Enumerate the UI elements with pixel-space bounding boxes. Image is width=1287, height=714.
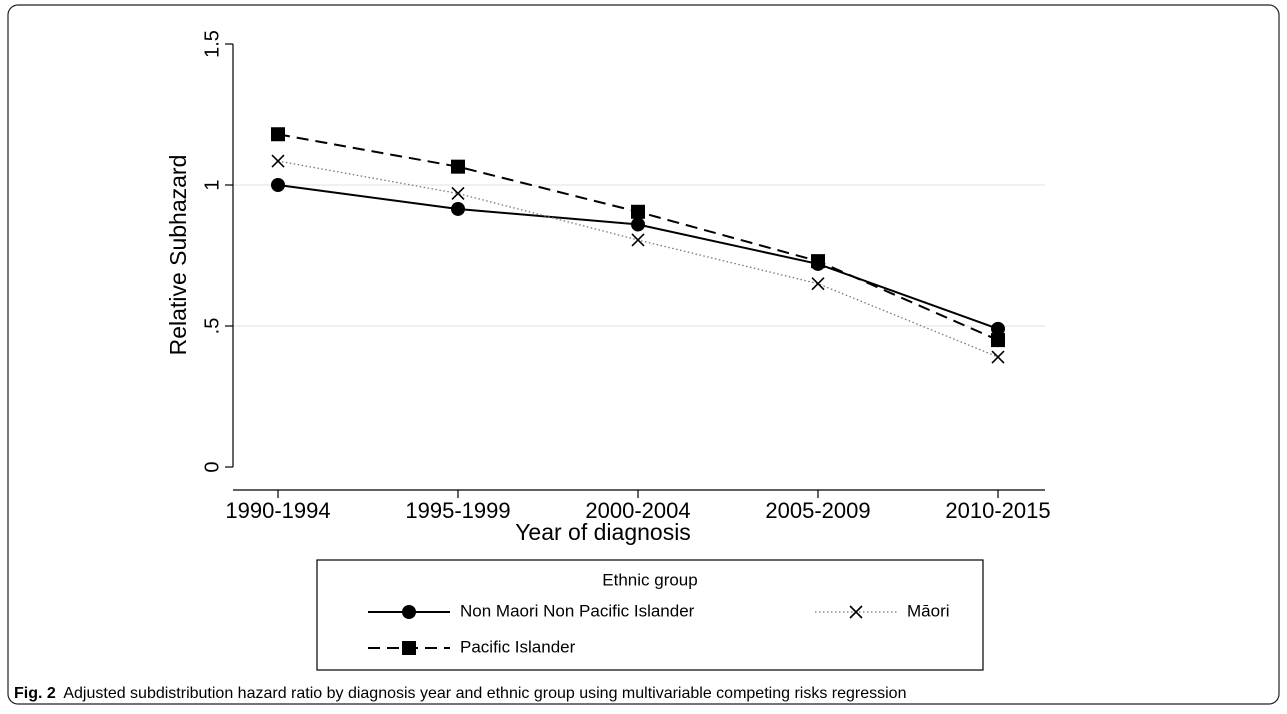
x-tick-label: 1995-1999 — [405, 498, 510, 523]
marker — [811, 254, 825, 269]
x-tick-label: 2005-2009 — [765, 498, 870, 523]
legend-box — [316, 559, 984, 671]
legend-marker — [402, 641, 416, 655]
y-axis-label: Relative Subhazard — [165, 155, 191, 356]
legend-label: Non Maori Non Pacific Islander — [460, 601, 695, 620]
marker — [991, 333, 1005, 348]
marker — [811, 277, 825, 291]
x-tick-label: 2000-2004 — [585, 498, 690, 523]
marker — [451, 159, 465, 174]
legend-marker — [849, 605, 863, 619]
y-tick-label: 0 — [201, 461, 223, 472]
y-tick-label: .5 — [201, 318, 223, 335]
legend-title: Ethnic group — [602, 570, 697, 589]
y-tick-label: 1.5 — [201, 30, 223, 58]
marker — [271, 127, 285, 142]
caption-text: Adjusted subdistribution hazard ratio by… — [63, 685, 906, 702]
caption: Fig. 2 Adjusted subdistribution hazard r… — [14, 685, 906, 702]
marker — [451, 201, 465, 216]
marker — [631, 204, 645, 219]
legend-marker — [402, 605, 416, 619]
marker — [451, 186, 465, 201]
y-tick-label: 1 — [201, 179, 223, 190]
marker — [631, 217, 645, 232]
x-tick-label: 2010-2015 — [945, 498, 1050, 523]
marker — [631, 233, 645, 247]
marker — [271, 178, 285, 192]
legend-label: Pacific Islander — [460, 637, 576, 656]
marker — [991, 350, 1005, 364]
x-tick-label: 1990-1994 — [225, 498, 330, 523]
x-axis-label: Year of diagnosis — [515, 519, 691, 545]
marker — [271, 154, 285, 168]
figure-label: Fig. 2 — [14, 685, 56, 702]
legend-label: Māori — [907, 601, 950, 620]
marker — [991, 321, 1005, 336]
series-line — [277, 133, 999, 342]
series-line — [277, 160, 999, 358]
figure-border — [7, 4, 1280, 705]
